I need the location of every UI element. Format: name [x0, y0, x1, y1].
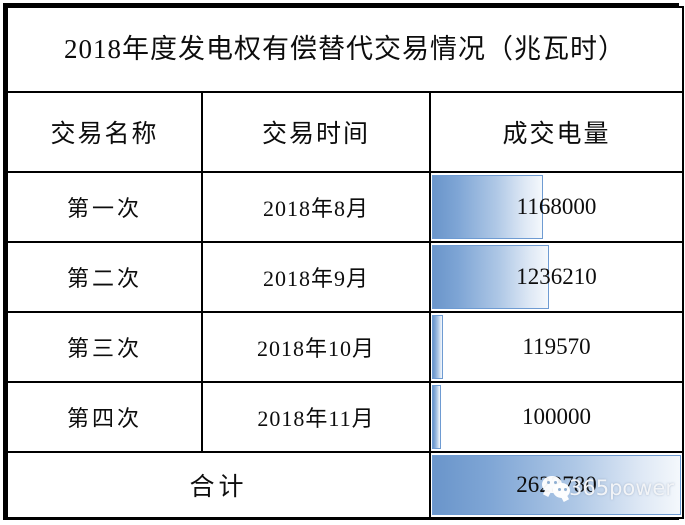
table-title-cell: 2018年度发电权有偿替代交易情况（兆瓦时）: [6, 6, 684, 93]
value-label: 119570: [522, 334, 591, 359]
cell-transaction-time: 2018年8月: [201, 171, 431, 243]
table-title-row: 2018年度发电权有偿替代交易情况（兆瓦时）: [6, 6, 684, 93]
value-label: 1168000: [516, 194, 597, 219]
page-title: 2018年度发电权有偿替代交易情况（兆瓦时）: [64, 34, 626, 65]
column-header-value: 成交电量: [429, 91, 684, 173]
cell-transaction-name: 第一次: [6, 171, 203, 243]
data-bar: [432, 245, 550, 309]
cell-transaction-time: 2018年9月: [201, 241, 431, 313]
data-bar: [432, 385, 442, 449]
value-label: 1236210: [516, 264, 597, 289]
data-bar-track: [432, 315, 681, 379]
data-bar: [432, 175, 543, 239]
cell-total-value: 2623780: [429, 451, 684, 519]
cell-transaction-name: 第二次: [6, 241, 203, 313]
cell-transaction-value: 1168000: [429, 171, 684, 243]
cell-transaction-value: 1236210: [429, 241, 684, 313]
data-bar-track: [432, 245, 681, 309]
column-header-name: 交易名称: [6, 91, 203, 173]
table-row: 第一次 2018年8月 1168000: [6, 171, 684, 243]
table-header-row: 交易名称 交易时间 成交电量: [6, 91, 684, 173]
table-row: 第三次 2018年10月 119570: [6, 311, 684, 383]
cell-transaction-value: 119570: [429, 311, 684, 383]
cell-transaction-name: 第四次: [6, 381, 203, 453]
cell-transaction-time: 2018年10月: [201, 311, 431, 383]
cell-transaction-time: 2018年11月: [201, 381, 431, 453]
column-header-time: 交易时间: [201, 91, 431, 173]
cell-total-label: 合计: [6, 451, 431, 519]
value-label: 2623780: [516, 472, 597, 497]
data-bar: [432, 315, 444, 379]
cell-transaction-name: 第三次: [6, 311, 203, 383]
data-bar-track: [432, 175, 681, 239]
data-bar-track: [432, 385, 681, 449]
table-row: 第二次 2018年9月 1236210: [6, 241, 684, 313]
table-total-row: 合计 2623780: [6, 451, 684, 519]
value-label: 100000: [522, 404, 591, 429]
transaction-table: 2018年度发电权有偿替代交易情况（兆瓦时） 交易名称 交易时间 成交电量 第一…: [6, 6, 684, 519]
cell-transaction-value: 100000: [429, 381, 684, 453]
spreadsheet-table-container: 2018年度发电权有偿替代交易情况（兆瓦时） 交易名称 交易时间 成交电量 第一…: [3, 3, 684, 520]
table-row: 第四次 2018年11月 100000: [6, 381, 684, 453]
